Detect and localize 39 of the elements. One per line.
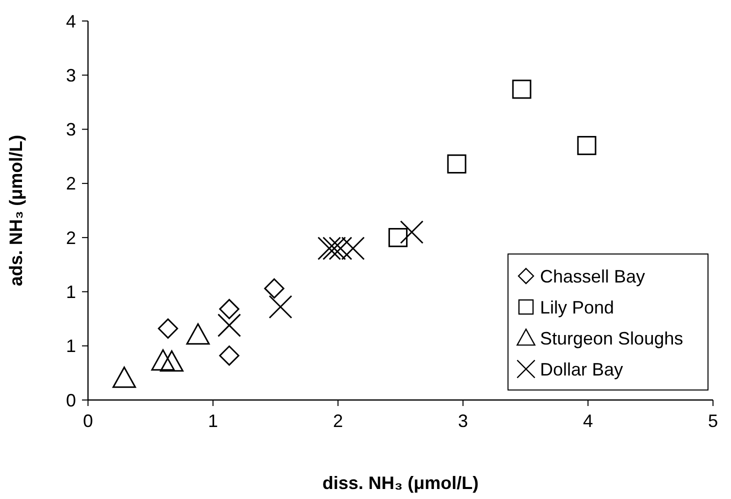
legend-label: Sturgeon Sloughs — [540, 328, 684, 348]
x-tick-label: 2 — [332, 411, 344, 431]
y-tick-label: 3 — [66, 120, 76, 140]
point — [186, 323, 210, 345]
y-tick-label: 3 — [66, 65, 76, 86]
point — [322, 236, 346, 260]
point — [318, 236, 341, 260]
y-tick-label: 2 — [66, 174, 76, 194]
point — [577, 136, 596, 156]
x-tick-label: 1 — [208, 411, 218, 431]
point — [219, 346, 240, 366]
point — [151, 349, 175, 371]
legend-label: Dollar Bay — [540, 359, 624, 380]
point — [447, 154, 466, 174]
point — [341, 236, 365, 260]
point — [158, 318, 178, 339]
y-tick-label: 2 — [66, 228, 76, 248]
point — [400, 220, 424, 244]
point — [268, 295, 292, 319]
point — [219, 298, 240, 320]
point — [160, 350, 184, 372]
x-tick-label: 4 — [582, 411, 594, 431]
y-tick-label: 1 — [66, 336, 76, 356]
legend-label: Chassell Bay — [540, 266, 646, 286]
point — [264, 278, 284, 299]
point — [112, 366, 136, 388]
x-axis-title: diss. NH₃ (μmol/L) — [322, 473, 479, 493]
point — [512, 80, 532, 99]
x-tick-label: 0 — [82, 411, 94, 431]
x-tick-label: 3 — [458, 411, 468, 431]
legend-label: Lily Pond — [540, 297, 614, 318]
point — [218, 314, 241, 338]
y-axis-title: ads. NH₃ (μmol/L) — [6, 134, 26, 286]
x-tick-label: 5 — [708, 411, 718, 431]
point — [388, 228, 408, 248]
point — [328, 236, 352, 260]
y-tick-label: 1 — [66, 282, 76, 302]
y-tick-label: 4 — [66, 11, 76, 32]
y-tick-label: 0 — [66, 390, 76, 410]
